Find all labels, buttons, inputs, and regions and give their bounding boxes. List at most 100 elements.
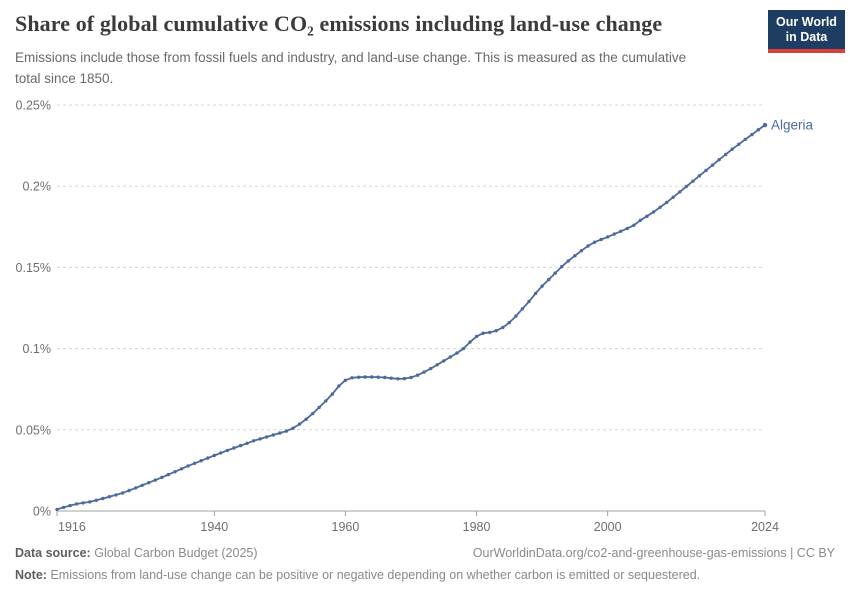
y-axis-label: 0.05% — [16, 423, 51, 437]
y-axis-label: 0.1% — [23, 342, 52, 356]
data-point — [134, 486, 138, 490]
data-point — [658, 205, 662, 209]
data-point — [160, 475, 164, 480]
data-point — [271, 433, 275, 437]
data-point — [474, 334, 479, 339]
data-point — [638, 218, 643, 222]
data-point — [147, 481, 151, 485]
data-point — [245, 441, 249, 445]
data-point — [481, 331, 485, 335]
data-point — [665, 200, 669, 205]
chart-title: Share of global cumulative CO₂ emissions… — [15, 11, 663, 36]
data-point — [356, 375, 361, 379]
data-point — [514, 314, 518, 318]
chart-subtitle: Emissions include those from fossil fuel… — [15, 50, 687, 86]
data-point — [114, 493, 118, 497]
data-point — [560, 264, 564, 269]
data-point — [435, 363, 439, 367]
data-point-last — [762, 122, 768, 128]
data-source: Data source: Global Carbon Budget (2025) — [15, 545, 258, 562]
data-point — [61, 505, 66, 510]
data-point — [166, 472, 171, 477]
data-point — [461, 346, 466, 351]
data-point — [363, 375, 367, 379]
data-point — [697, 174, 702, 178]
data-point — [422, 370, 426, 374]
x-axis-label: 1960 — [332, 520, 360, 534]
data-point — [612, 232, 616, 236]
data-point — [396, 377, 400, 381]
data-point — [206, 456, 210, 460]
x-axis-label: 2024 — [751, 520, 779, 534]
data-point — [540, 284, 544, 288]
data-source-value: Global Carbon Budget (2025) — [94, 546, 258, 560]
x-axis-label: 2000 — [594, 520, 622, 534]
x-axis-label: 1980 — [463, 520, 491, 534]
data-point — [737, 142, 741, 146]
data-point — [232, 446, 236, 450]
data-point — [212, 453, 216, 458]
data-point — [193, 461, 197, 465]
data-point — [225, 448, 230, 453]
data-point — [370, 375, 374, 379]
data-point — [81, 501, 85, 505]
data-point — [632, 223, 636, 227]
data-point — [343, 378, 348, 382]
data-point — [625, 226, 629, 231]
data-point — [238, 443, 243, 448]
owid-logo[interactable]: Our World in Data — [768, 10, 845, 53]
data-point — [120, 491, 125, 495]
data-source-label: Data source: — [15, 546, 91, 560]
data-point — [724, 152, 728, 157]
data-point — [645, 214, 649, 218]
y-axis-label: 0.15% — [16, 261, 51, 275]
data-point — [55, 507, 59, 512]
data-point — [448, 355, 452, 359]
data-line-algeria — [56, 124, 766, 511]
data-point — [429, 366, 433, 371]
footer-url-link[interactable]: OurWorldinData.org/co2-and-greenhouse-ga… — [472, 546, 835, 560]
data-point — [304, 417, 308, 421]
data-point — [507, 320, 511, 325]
data-point — [599, 237, 603, 242]
data-point — [730, 147, 734, 151]
data-point — [75, 502, 79, 506]
data-point — [678, 190, 682, 194]
data-point — [573, 254, 577, 258]
data-point — [704, 168, 708, 173]
y-axis-label: 0% — [33, 505, 51, 519]
data-point — [527, 299, 531, 304]
data-point — [743, 137, 747, 142]
data-point — [756, 128, 761, 132]
chart-footer: Data source: Global Carbon Budget (2025)… — [15, 545, 835, 584]
owid-logo-line2: in Data — [785, 29, 828, 44]
data-point — [691, 179, 695, 183]
x-axis-label: 1940 — [200, 520, 228, 534]
data-point — [415, 373, 420, 377]
data-point — [173, 470, 177, 474]
data-point — [520, 307, 525, 311]
data-point — [265, 435, 269, 439]
data-point — [494, 329, 498, 333]
data-point — [88, 500, 92, 504]
data-point — [127, 488, 131, 493]
data-point — [101, 496, 105, 501]
data-point — [606, 235, 610, 239]
data-point — [219, 451, 223, 455]
owid-logo-line1: Our World — [776, 15, 837, 29]
data-point — [619, 229, 623, 233]
note-label: Note: — [15, 567, 47, 582]
data-point — [389, 376, 393, 380]
data-point — [547, 277, 551, 282]
data-point — [317, 405, 321, 410]
data-point — [350, 376, 354, 380]
note-text: Emissions from land-use change can be po… — [50, 567, 701, 582]
data-point — [330, 392, 334, 396]
y-axis-label: 0.2% — [23, 180, 52, 194]
data-point — [199, 459, 203, 463]
data-point — [68, 503, 72, 508]
data-point — [186, 464, 190, 468]
data-point — [252, 439, 256, 443]
